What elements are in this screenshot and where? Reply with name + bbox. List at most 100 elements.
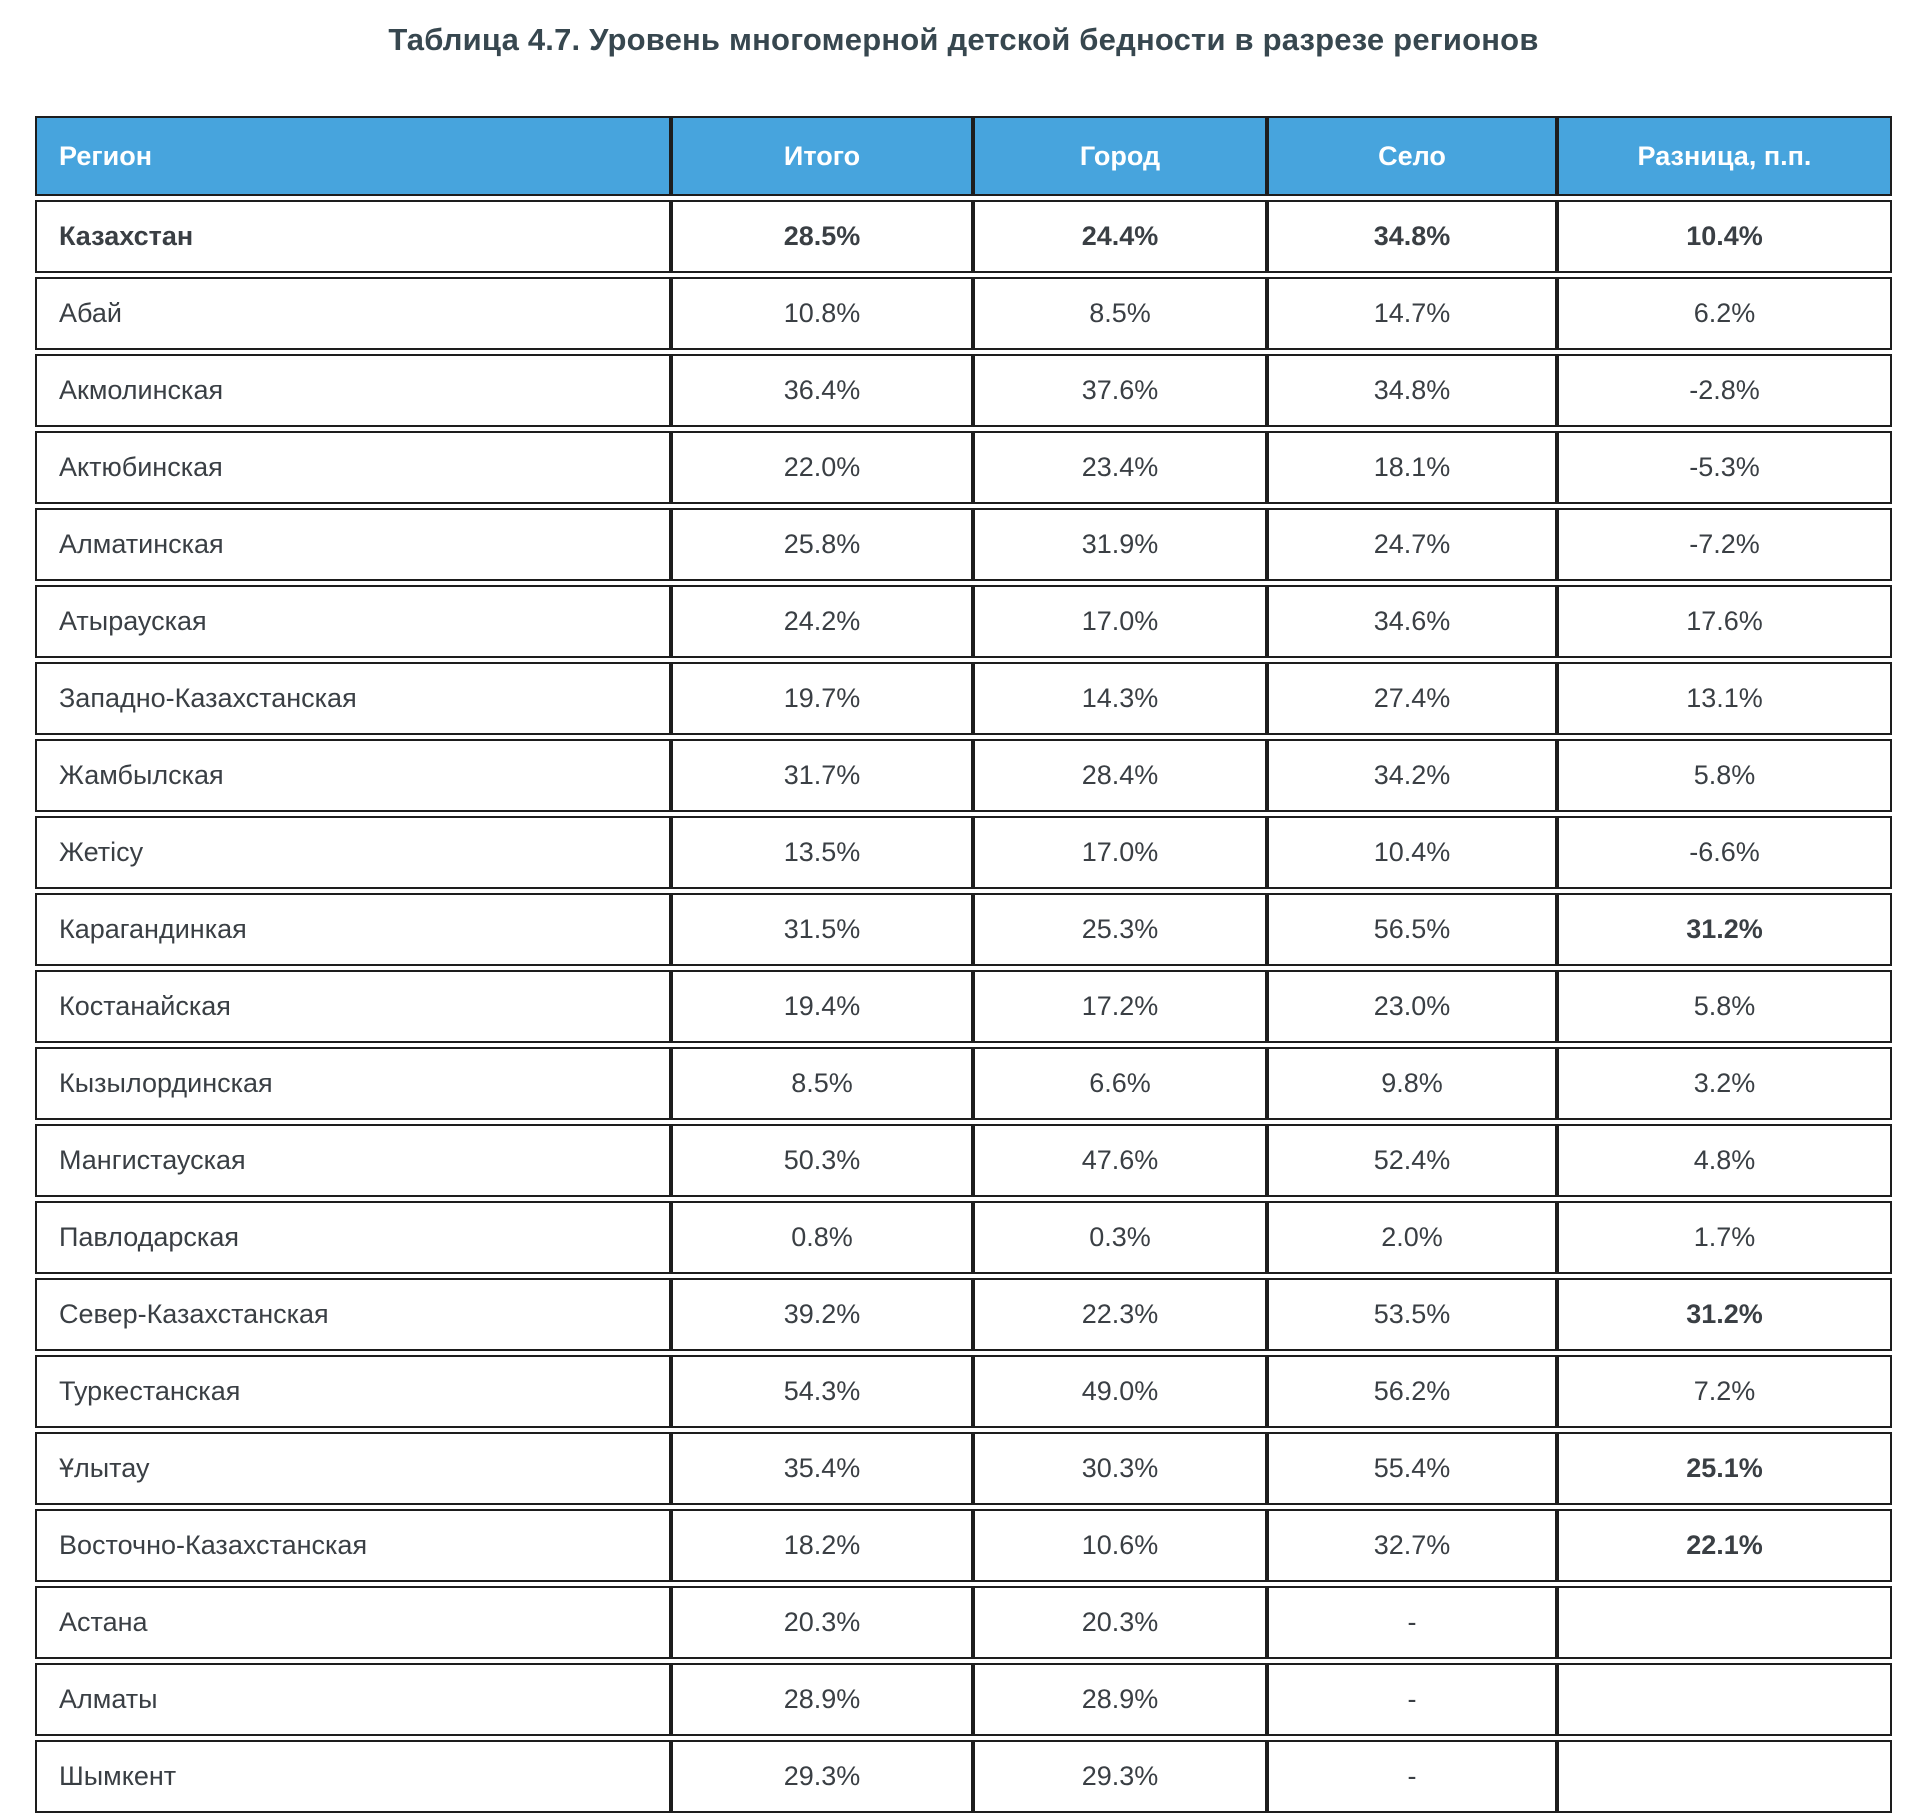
column-header-itogo: Итого (671, 116, 973, 196)
value-cell-raznitsa: 31.2% (1557, 893, 1892, 966)
table-title: Таблица 4.7. Уровень многомерной детской… (388, 22, 1539, 57)
region-cell: Шымкент (35, 1740, 671, 1813)
value-cell-raznitsa: -6.6% (1557, 816, 1892, 889)
value-cell-itogo: 29.3% (671, 1740, 973, 1813)
value-cell-itogo: 50.3% (671, 1124, 973, 1197)
value-cell-itogo: 19.7% (671, 662, 973, 735)
value-cell-gorod: 14.3% (973, 662, 1267, 735)
region-cell: Павлодарская (35, 1201, 671, 1274)
value-cell-raznitsa: -2.8% (1557, 354, 1892, 427)
value-cell-selo: 2.0% (1267, 1201, 1557, 1274)
value-cell-raznitsa (1557, 1740, 1892, 1813)
value-cell-gorod: 20.3% (973, 1586, 1267, 1659)
value-cell-itogo: 10.8% (671, 277, 973, 350)
table-row: Карагандинкая 31.5% 25.3% 56.5% 31.2% (35, 893, 1892, 966)
value-cell-gorod: 28.4% (973, 739, 1267, 812)
value-cell-gorod: 6.6% (973, 1047, 1267, 1120)
value-cell-itogo: 25.8% (671, 508, 973, 581)
value-cell-raznitsa: -7.2% (1557, 508, 1892, 581)
value-cell-selo: 24.7% (1267, 508, 1557, 581)
value-cell-selo: 34.6% (1267, 585, 1557, 658)
value-cell-raznitsa: 22.1% (1557, 1509, 1892, 1582)
value-cell-selo: 32.7% (1267, 1509, 1557, 1582)
value-cell-gorod: 17.0% (973, 816, 1267, 889)
value-cell-gorod: 25.3% (973, 893, 1267, 966)
value-cell-gorod: 22.3% (973, 1278, 1267, 1351)
value-cell-itogo: 0.8% (671, 1201, 973, 1274)
value-cell-raznitsa: 5.8% (1557, 739, 1892, 812)
value-cell-raznitsa: 31.2% (1557, 1278, 1892, 1351)
value-cell-selo: 23.0% (1267, 970, 1557, 1043)
value-cell-itogo: 35.4% (671, 1432, 973, 1505)
region-cell: Атырауская (35, 585, 671, 658)
value-cell-gorod: 30.3% (973, 1432, 1267, 1505)
value-cell-selo: - (1267, 1663, 1557, 1736)
value-cell-gorod: 17.0% (973, 585, 1267, 658)
value-cell-raznitsa: 17.6% (1557, 585, 1892, 658)
header-row: Регион Итого Город Село Разница, п.п. (35, 116, 1892, 196)
value-cell-gorod: 24.4% (973, 200, 1267, 273)
value-cell-raznitsa (1557, 1663, 1892, 1736)
value-cell-selo: 34.2% (1267, 739, 1557, 812)
region-cell: Астана (35, 1586, 671, 1659)
value-cell-raznitsa: 6.2% (1557, 277, 1892, 350)
table-row: Север-Казахстанская 39.2% 22.3% 53.5% 31.2% (35, 1278, 1892, 1351)
value-cell-raznitsa: -5.3% (1557, 431, 1892, 504)
table-body: Казахстан 28.5% 24.4% 34.8% 10.4% Абай 10.8% 8.… (35, 200, 1892, 1813)
region-cell: Акмолинская (35, 354, 671, 427)
region-cell: Алматинская (35, 508, 671, 581)
region-cell: Казахстан (35, 200, 671, 273)
table-row: Мангистауская 50.3% 47.6% 52.4% 4.8% (35, 1124, 1892, 1197)
value-cell-itogo: 24.2% (671, 585, 973, 658)
table-row: Павлодарская 0.8% 0.3% 2.0% 1.7% (35, 1201, 1892, 1274)
value-cell-itogo: 31.5% (671, 893, 973, 966)
region-cell: Актюбинская (35, 431, 671, 504)
value-cell-raznitsa: 13.1% (1557, 662, 1892, 735)
column-header-selo: Село (1267, 116, 1557, 196)
value-cell-selo: - (1267, 1586, 1557, 1659)
value-cell-selo: 18.1% (1267, 431, 1557, 504)
value-cell-raznitsa: 1.7% (1557, 1201, 1892, 1274)
table-row: Казахстан 28.5% 24.4% 34.8% 10.4% (35, 200, 1892, 273)
value-cell-selo: 10.4% (1267, 816, 1557, 889)
value-cell-raznitsa: 10.4% (1557, 200, 1892, 273)
table-row: Абай 10.8% 8.5% 14.7% 6.2% (35, 277, 1892, 350)
table-row: Ұлытау 35.4% 30.3% 55.4% 25.1% (35, 1432, 1892, 1505)
value-cell-gorod: 23.4% (973, 431, 1267, 504)
value-cell-itogo: 8.5% (671, 1047, 973, 1120)
table-row: Атырауская 24.2% 17.0% 34.6% 17.6% (35, 585, 1892, 658)
value-cell-raznitsa: 5.8% (1557, 970, 1892, 1043)
region-cell: Карагандинкая (35, 893, 671, 966)
region-cell: Туркестанская (35, 1355, 671, 1428)
value-cell-selo: - (1267, 1740, 1557, 1813)
table-row: Туркестанская 54.3% 49.0% 56.2% 7.2% (35, 1355, 1892, 1428)
value-cell-selo: 56.5% (1267, 893, 1557, 966)
region-cell: Жетісу (35, 816, 671, 889)
value-cell-itogo: 39.2% (671, 1278, 973, 1351)
value-cell-gorod: 17.2% (973, 970, 1267, 1043)
table-row: Западно-Казахстанская 19.7% 14.3% 27.4% 13.1… (35, 662, 1892, 735)
column-header-region: Регион (35, 116, 671, 196)
value-cell-gorod: 28.9% (973, 1663, 1267, 1736)
value-cell-selo: 14.7% (1267, 277, 1557, 350)
table-row: Кызылординская 8.5% 6.6% 9.8% 3.2% (35, 1047, 1892, 1120)
region-cell: Восточно-Казахстанская (35, 1509, 671, 1582)
table-row: Жамбылская 31.7% 28.4% 34.2% 5.8% (35, 739, 1892, 812)
region-cell: Север-Казахстанская (35, 1278, 671, 1351)
value-cell-gorod: 8.5% (973, 277, 1267, 350)
value-cell-itogo: 28.9% (671, 1663, 973, 1736)
region-cell: Ұлытау (35, 1432, 671, 1505)
table-row: Алматинская 25.8% 31.9% 24.7% -7.2% (35, 508, 1892, 581)
table-row: Алматы 28.9% 28.9% - (35, 1663, 1892, 1736)
value-cell-itogo: 22.0% (671, 431, 973, 504)
value-cell-gorod: 10.6% (973, 1509, 1267, 1582)
column-header-gorod: Город (973, 116, 1267, 196)
value-cell-selo: 56.2% (1267, 1355, 1557, 1428)
region-cell: Алматы (35, 1663, 671, 1736)
table-row: Восточно-Казахстанская 18.2% 10.6% 32.7% 22.… (35, 1509, 1892, 1582)
value-cell-selo: 34.8% (1267, 354, 1557, 427)
value-cell-itogo: 18.2% (671, 1509, 973, 1582)
table-row: Жетісу 13.5% 17.0% 10.4% -6.6% (35, 816, 1892, 889)
region-cell: Западно-Казахстанская (35, 662, 671, 735)
value-cell-gorod: 49.0% (973, 1355, 1267, 1428)
